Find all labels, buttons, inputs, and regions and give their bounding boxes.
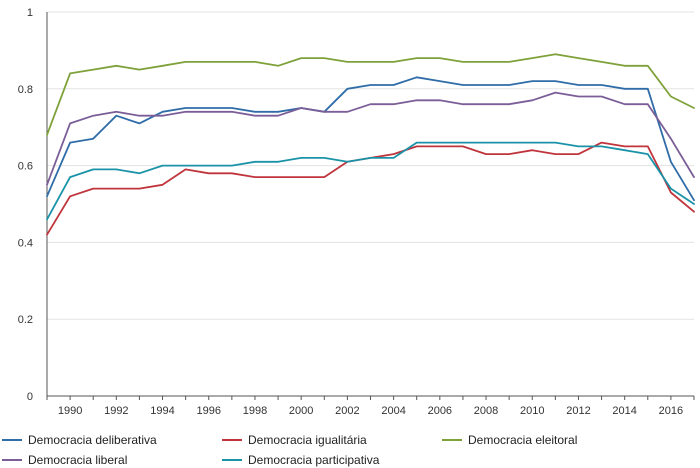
x-tick-label: 1992 [104, 405, 128, 417]
axes [46, 12, 695, 400]
y-tick-label: 0.4 [18, 237, 33, 249]
series-line-liberal [46, 91, 695, 186]
legend-item-igualitaria: Democracia igualitária [222, 432, 367, 448]
legend-item-eleitoral: Democracia eleitoral [442, 432, 577, 448]
x-tick-label: 1994 [150, 405, 174, 417]
legend-swatch-eleitoral [442, 439, 462, 441]
series-lines [46, 53, 695, 236]
series-line-igualitaria [46, 141, 695, 236]
y-tick-label: 0.2 [18, 314, 33, 326]
x-tick-label: 2016 [659, 405, 683, 417]
x-tick-label: 2002 [335, 405, 359, 417]
legend-label-eleitoral: Democracia eleitoral [468, 433, 578, 447]
x-tick-label: 2010 [520, 405, 544, 417]
legend-swatch-liberal [2, 459, 22, 461]
legend-label-liberal: Democracia liberal [28, 453, 128, 467]
legend: Democracia deliberativa Democracia igual… [0, 428, 700, 468]
legend-swatch-igualitaria [222, 439, 242, 441]
legend-item-participativa: Democracia participativa [222, 452, 379, 468]
y-tick-label: 0.8 [18, 84, 33, 96]
y-tick-label: 0.6 [18, 161, 33, 173]
legend-label-participativa: Democracia participativa [248, 453, 380, 467]
legend-item-liberal: Democracia liberal [2, 452, 127, 468]
y-tick-label: 1 [27, 7, 33, 19]
legend-label-igualitaria: Democracia igualitária [248, 433, 367, 447]
legend-swatch-deliberativa [2, 439, 22, 441]
legend-item-deliberativa: Democracia deliberativa [2, 432, 157, 448]
y-tick-label: 0 [27, 391, 33, 403]
legend-swatch-participativa [222, 459, 242, 461]
legend-label-deliberativa: Democracia deliberativa [28, 433, 157, 447]
y-tick-labels: 0 0.2 0.4 0.6 0.8 1 [18, 7, 33, 403]
x-tick-label: 1998 [243, 405, 267, 417]
grid-lines [47, 11, 694, 320]
x-tick-label: 2004 [381, 405, 405, 417]
series-line-participativa [46, 141, 695, 221]
x-tick-label: 2006 [428, 405, 452, 417]
x-tick-label: 1990 [58, 405, 82, 417]
x-tick-label: 2012 [566, 405, 590, 417]
x-tick-labels: 1990 1992 1994 1996 1998 2000 2002 2004 2006 2008… [58, 405, 683, 417]
x-tick-label: 1996 [197, 405, 221, 417]
x-tick-label: 2000 [289, 405, 313, 417]
line-chart: 0 0.2 0.4 0.6 0.8 1 1990 1992 1994 1996 1998 2000 2… [18, 7, 695, 417]
x-tick-label: 2014 [612, 405, 636, 417]
x-tick-label: 2008 [474, 405, 498, 417]
series-line-eleitoral [46, 53, 695, 136]
